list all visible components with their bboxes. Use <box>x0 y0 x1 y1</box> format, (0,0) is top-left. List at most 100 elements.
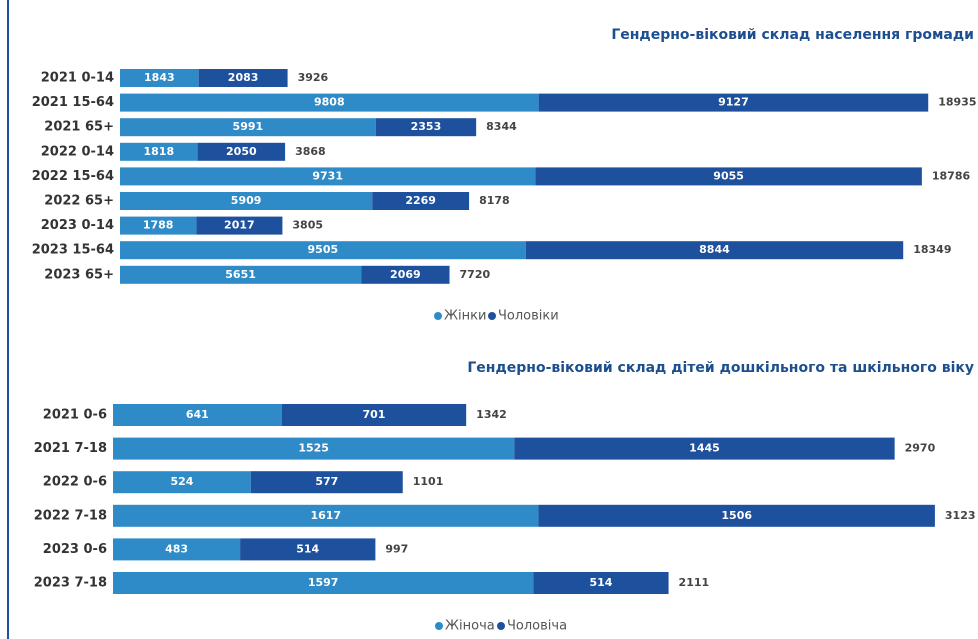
segment-label: 524 <box>170 475 193 488</box>
category-label: 2023 15-64 <box>32 243 114 258</box>
segment-label: 701 <box>362 408 385 421</box>
segment-label: 577 <box>315 475 338 488</box>
segment-label: 641 <box>186 408 209 421</box>
category-label: 2023 7-18 <box>34 576 107 591</box>
segment-label: 514 <box>589 576 612 589</box>
segment-label: 9055 <box>713 169 744 182</box>
bar-segment <box>375 118 477 137</box>
category-label: 2022 15-64 <box>32 169 114 184</box>
legend-label: Жіноча <box>445 619 495 634</box>
bar-segment <box>120 167 536 186</box>
bar-segment <box>372 192 470 210</box>
legend-dot <box>435 622 443 630</box>
bar-segment <box>120 265 362 284</box>
segment-label: 1818 <box>143 145 174 158</box>
segment-label: 1597 <box>308 576 339 589</box>
bar-segment <box>361 265 450 284</box>
segment-label: 2017 <box>224 219 255 232</box>
category-label: 2023 0-14 <box>41 218 114 233</box>
total-label: 3123 <box>945 509 976 522</box>
segment-label: 9731 <box>312 169 343 182</box>
category-label: 2022 0-6 <box>43 475 107 490</box>
total-label: 2970 <box>905 442 936 455</box>
legend-label: Чоловіча <box>507 619 567 634</box>
segment-label: 2269 <box>405 194 436 207</box>
bar-segment <box>535 167 922 186</box>
bar-segment <box>197 142 286 161</box>
bar-segment <box>120 192 373 210</box>
category-label: 2021 7-18 <box>34 441 107 456</box>
segment-label: 1525 <box>298 442 329 455</box>
category-label: 2022 7-18 <box>34 508 107 523</box>
segment-label: 1445 <box>689 442 720 455</box>
bar-segment <box>113 437 515 460</box>
total-label: 3868 <box>295 145 326 158</box>
bar-segment <box>196 216 283 235</box>
category-label: 2022 0-14 <box>41 144 114 159</box>
legend-dot <box>497 622 505 630</box>
segment-label: 8844 <box>699 243 730 256</box>
category-label: 2023 0-6 <box>43 542 107 557</box>
bar-segment <box>113 404 282 426</box>
bar-segment <box>538 504 935 527</box>
bar-segment <box>120 118 376 137</box>
segment-label: 5991 <box>233 120 264 133</box>
segment-label: 9505 <box>308 243 339 256</box>
total-label: 2111 <box>679 576 710 589</box>
chart-title: Гендерно-віковий склад населення громади <box>611 27 974 43</box>
category-label: 2021 65+ <box>44 120 114 135</box>
category-label: 2021 0-14 <box>41 71 114 86</box>
segment-label: 2050 <box>226 145 257 158</box>
legend-dot <box>488 312 496 320</box>
bar-segment <box>113 572 534 594</box>
legend-dot <box>434 312 442 320</box>
segment-label: 1506 <box>721 509 752 522</box>
category-label: 2022 65+ <box>44 194 114 209</box>
bar-segment <box>198 69 288 87</box>
bar-segment <box>538 93 929 112</box>
segment-label: 9808 <box>314 96 345 109</box>
total-label: 18349 <box>913 243 951 256</box>
chart-title: Гендерно-віковий склад дітей дошкільного… <box>467 360 974 376</box>
bar-segment <box>514 437 895 460</box>
total-label: 3926 <box>298 71 329 84</box>
bar-segment <box>120 69 199 87</box>
bar-segment <box>113 538 241 561</box>
segment-label: 9127 <box>718 96 749 109</box>
segment-label: 483 <box>165 542 188 555</box>
category-label: 2021 15-64 <box>32 95 114 110</box>
category-label: 2023 65+ <box>44 267 114 282</box>
total-label: 8178 <box>479 194 510 207</box>
legend-label: Жінки <box>444 309 486 324</box>
bar-segment <box>525 241 904 260</box>
bar-segment <box>120 216 197 235</box>
segment-label: 5651 <box>225 268 256 281</box>
category-label: 2021 0-6 <box>43 408 107 423</box>
bar-segment <box>240 538 376 561</box>
total-label: 1101 <box>413 475 444 488</box>
total-label: 8344 <box>486 120 517 133</box>
segment-label: 5909 <box>231 194 262 207</box>
total-label: 18935 <box>938 96 976 109</box>
segment-label: 1788 <box>143 219 174 232</box>
bar-segment <box>250 471 403 494</box>
segment-label: 514 <box>296 542 319 555</box>
total-label: 997 <box>385 542 408 555</box>
total-label: 18786 <box>932 169 971 182</box>
bar-segment <box>120 142 198 161</box>
segment-label: 2353 <box>411 120 442 133</box>
segment-label: 2083 <box>228 71 259 84</box>
bar-segment <box>533 572 669 594</box>
segment-label: 1617 <box>310 509 341 522</box>
bar-segment <box>120 241 526 260</box>
total-label: 7720 <box>460 268 491 281</box>
segment-label: 2069 <box>390 268 421 281</box>
bar-segment <box>120 93 539 112</box>
bar-segment <box>281 404 467 426</box>
bar-segment <box>113 504 539 527</box>
bar-segment <box>113 471 251 494</box>
total-label: 1342 <box>476 408 507 421</box>
total-label: 3805 <box>292 219 323 232</box>
segment-label: 1843 <box>144 71 175 84</box>
